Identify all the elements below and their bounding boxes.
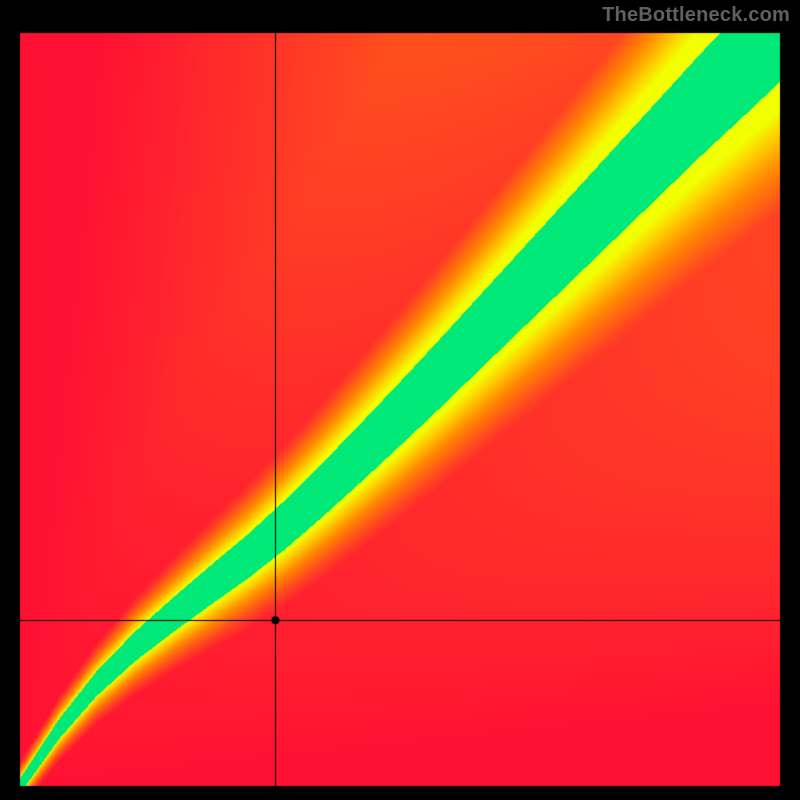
heatmap-canvas <box>0 0 800 800</box>
watermark-text: TheBottleneck.com <box>602 4 790 27</box>
chart-container: TheBottleneck.com <box>0 0 800 800</box>
